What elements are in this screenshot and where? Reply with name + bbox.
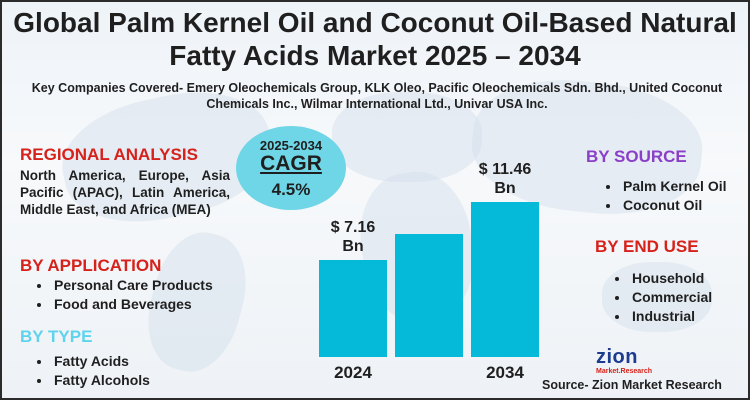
bar-mid-1: [395, 234, 463, 357]
source-note: Source- Zion Market Research: [542, 378, 722, 392]
bar-2034: [471, 201, 539, 357]
x-tick-label: 2034: [486, 363, 524, 382]
list-item: Personal Care Products: [52, 276, 213, 295]
list-item: Commercial: [630, 288, 712, 307]
cagr-value: 4.5%: [271, 180, 311, 199]
list-item: Household: [630, 269, 712, 288]
logo-tagline: Market.Research: [596, 368, 653, 375]
end-use-list: Household Commercial Industrial: [614, 269, 712, 326]
data-label: $ 7.16 Bn: [330, 219, 376, 256]
application-heading: BY APPLICATION: [20, 256, 162, 275]
source-heading: BY SOURCE: [586, 147, 687, 166]
source-list: Palm Kernel Oil Coconut Oil: [605, 177, 726, 215]
logo-name: zion: [596, 346, 638, 368]
list-item: Coconut Oil: [621, 196, 726, 215]
page-title: Global Palm Kernel Oil and Coconut Oil-B…: [13, 7, 737, 71]
map-europe: [332, 92, 482, 182]
regional-heading: REGIONAL ANALYSIS: [20, 145, 198, 164]
type-heading: BY TYPE: [20, 327, 93, 346]
cagr-years: 2025-2034: [259, 138, 323, 153]
end-use-heading: BY END USE: [595, 237, 699, 256]
application-list: Personal Care Products Food and Beverage…: [36, 276, 213, 314]
key-companies: Key Companies Covered- Emery Oleochemica…: [31, 81, 723, 111]
type-list: Fatty Acids Fatty Alcohols: [36, 352, 150, 390]
list-item: Food and Beverages: [52, 295, 213, 314]
cagr-bubble: 2025-2034 CAGR 4.5%: [236, 126, 346, 210]
x-tick-label: 2024: [334, 363, 372, 382]
map-australia: [602, 262, 712, 332]
regional-text: North America, Europe, Asia Pacific (APA…: [20, 168, 230, 217]
bar-2024: [319, 260, 387, 357]
cagr-label: CAGR: [260, 152, 322, 175]
list-item: Fatty Acids: [52, 352, 150, 371]
data-label: $ 11.46 Bn: [478, 160, 532, 197]
list-item: Palm Kernel Oil: [621, 177, 726, 196]
list-item: Fatty Alcohols: [52, 371, 150, 390]
zion-logo: zion Market.Research: [582, 346, 672, 380]
list-item: Industrial: [630, 307, 712, 326]
